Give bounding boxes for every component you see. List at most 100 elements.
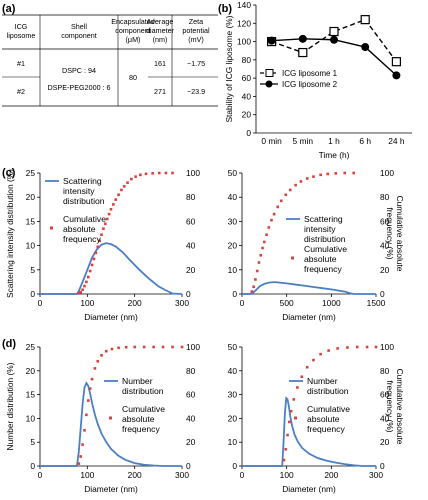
y-tick-label: 0 <box>30 289 35 299</box>
legend-curve-label-line: Number <box>307 376 338 386</box>
y2-tick-label: 80 <box>186 366 196 376</box>
cumulative-point <box>79 455 83 458</box>
legend-dots-label-line: Cumulative <box>304 244 347 254</box>
shell-dspe: DSPE-PEG2000 : 6 <box>47 83 110 92</box>
y2-tick-label: 100 <box>186 342 200 352</box>
y-tick-label: 20 <box>228 413 238 423</box>
cumulative-point <box>81 288 84 292</box>
cumulative-point <box>157 171 161 175</box>
y-tick-label: 20 <box>242 110 252 120</box>
cumulative-point <box>92 257 96 261</box>
y-tick-label: 20 <box>26 366 36 376</box>
legend-dots-label-line: Cumulative <box>63 214 106 224</box>
y-tick-label: 25 <box>26 168 36 178</box>
y-tick-label: 50 <box>228 342 238 352</box>
x-axis-title: Diameter (nm) <box>84 484 138 494</box>
y-tick-label: 30 <box>228 216 238 226</box>
y2-tick-label: 80 <box>380 192 390 202</box>
y-tick-label: 100 <box>237 37 251 47</box>
cumulative-point <box>286 433 289 437</box>
left-y-axis-title: Scattering intensity distribution (%) <box>5 169 15 298</box>
distribution-chart-d1: 0 5 10 15 20 25 0 20 40 60 80 100 0 100 200 300 Diameter… <box>5 342 200 494</box>
cumulative-point <box>114 198 118 201</box>
panel-label-d: (d) <box>2 338 16 350</box>
y-tick-label: 15 <box>26 390 36 400</box>
y2-tick-label: 20 <box>380 437 390 447</box>
cumulative-point <box>319 173 322 177</box>
legend-dots-label-line: absolute <box>304 254 337 264</box>
y-tick-label: 120 <box>237 18 251 28</box>
cumulative-point <box>267 226 271 229</box>
cumulative-point <box>100 233 103 237</box>
liposome1-point <box>391 57 401 67</box>
cumulative-point <box>276 205 280 209</box>
cumulative-point <box>280 199 283 203</box>
cumulative-point <box>105 217 109 221</box>
x-tick-label: 0 <box>240 470 245 480</box>
x-tick-label: 6 h <box>359 136 371 146</box>
x-tick-label: 1500 <box>367 298 386 308</box>
legend-dots-swatch <box>294 416 297 420</box>
y2-tick-label: 100 <box>186 168 200 178</box>
cumulative-point <box>289 409 293 413</box>
y2-tick-label: 0 <box>380 289 385 299</box>
cumulative-point <box>164 171 168 175</box>
cumulative-point <box>171 345 174 349</box>
y2-tick-label: 20 <box>186 437 196 447</box>
cumulative-point <box>120 188 123 192</box>
cumulative-point <box>96 245 100 249</box>
y2-tick-label: 60 <box>186 216 196 226</box>
cumulative-point <box>83 429 86 432</box>
cumulative-point <box>288 420 291 424</box>
cumulative-point <box>93 367 97 370</box>
y-tick-label: 50 <box>228 168 238 178</box>
y-tick-label: 0 <box>232 289 237 299</box>
y2-tick-label: 80 <box>186 192 196 202</box>
x-axis-title: Time (h) <box>319 150 350 160</box>
cumulative-point <box>139 173 142 177</box>
legend-dots-label-line: frequency <box>304 264 342 274</box>
legend-dots-label-line: frequency <box>307 424 345 434</box>
cumulative-point <box>86 275 90 279</box>
y-tick-label: 140 <box>237 0 251 10</box>
right-y-axis-title-line: frequency (%) <box>385 380 395 432</box>
right-y-axis-title-line: frequency (%) <box>385 207 395 259</box>
y-tick-label: 10 <box>228 437 238 447</box>
liposome-table: ICG liposome Shell component Encapsulated c… <box>2 14 218 107</box>
cumulative-point <box>312 175 315 178</box>
row2-diameter: 271 <box>154 87 166 96</box>
cumulative-point <box>104 349 108 353</box>
x-tick-label: 300 <box>369 470 383 480</box>
y-tick-label: 60 <box>242 73 252 83</box>
cumulative-point <box>259 253 263 257</box>
cumulative-point <box>98 239 101 243</box>
cumulative-point <box>90 377 94 381</box>
cumulative-point <box>300 375 304 379</box>
legend-curve-label-line: intensity <box>63 186 95 196</box>
cumulative-point <box>352 171 355 175</box>
cumulative-point <box>250 290 254 293</box>
left-y-axis-title-line: Scattering intensity distribution (%) <box>5 169 15 298</box>
x-tick-label: 100 <box>80 470 94 480</box>
liposome2-point <box>330 35 338 44</box>
y2-tick-label: 60 <box>186 390 196 400</box>
panel-label-c: (c) <box>2 167 16 179</box>
cumulative-point <box>284 448 288 451</box>
x-tick-label: 0 <box>38 470 43 480</box>
y2-tick-label: 20 <box>380 265 390 275</box>
cumulative-point <box>104 222 107 226</box>
cumulative-point <box>294 183 297 187</box>
cumulative-point <box>326 172 330 176</box>
x-axis-title: Diameter (nm) <box>282 312 336 322</box>
cumulative-point <box>299 180 303 183</box>
cumulative-point <box>336 347 339 350</box>
header-average: Average diameter (nm) <box>146 17 175 44</box>
cumulative-point <box>85 413 88 417</box>
cumulative-point <box>374 345 378 349</box>
cumulative-point <box>305 365 309 369</box>
